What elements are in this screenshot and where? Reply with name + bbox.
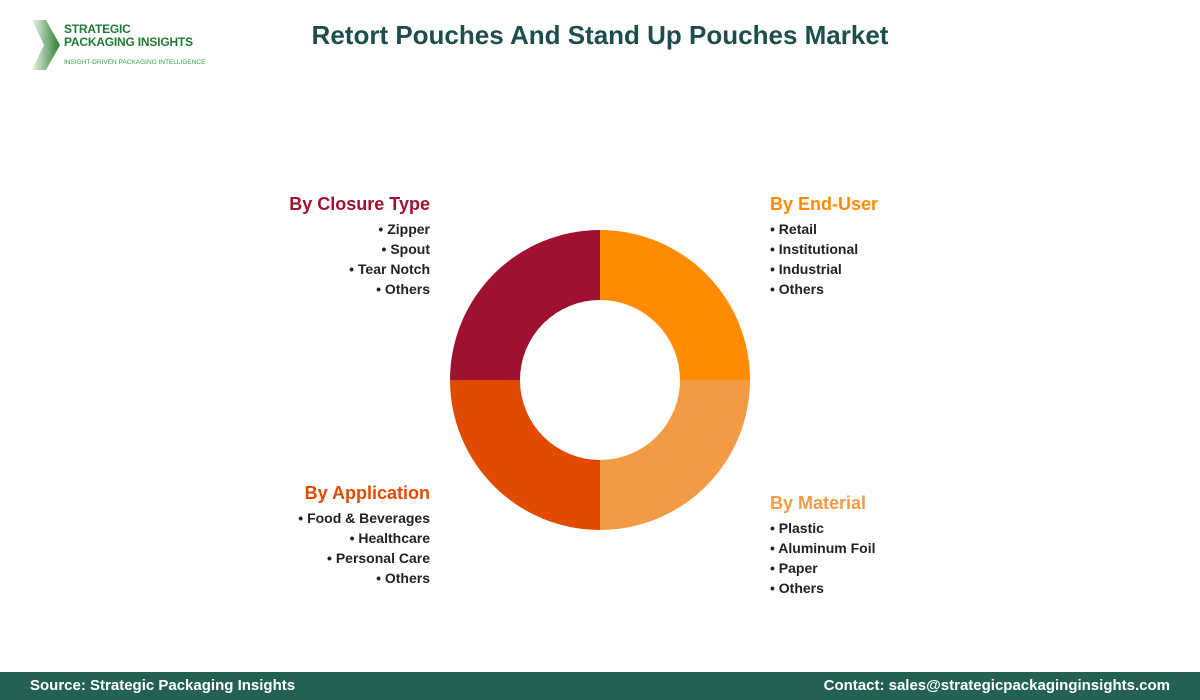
- logo: STRATEGIC PACKAGING INSIGHTS INSIGHT-DRIV…: [30, 18, 205, 73]
- list-item: Spout: [289, 239, 430, 259]
- segment-title: By End-User: [770, 194, 879, 214]
- list-item: Others: [770, 578, 876, 598]
- logo-tagline: INSIGHT-DRIVEN PACKAGING INTELLIGENCE: [64, 59, 206, 66]
- segment-material: [600, 380, 750, 530]
- list-item: Paper: [770, 558, 876, 578]
- list-item: Others: [770, 279, 878, 299]
- segment-closure-type-legend: By Closure Type Zipper Spout Tear Notch …: [289, 193, 430, 299]
- list-item: Others: [298, 568, 430, 588]
- donut-chart: [450, 230, 750, 530]
- segment-title: By Closure Type: [289, 194, 430, 214]
- segment-end-user: [600, 230, 750, 380]
- footer: Source: Strategic Packaging Insights Con…: [0, 672, 1200, 700]
- logo-text: STRATEGIC PACKAGING INSIGHTS: [64, 22, 193, 49]
- list-item: Tear Notch: [289, 259, 430, 279]
- segment-title: By Application: [304, 483, 430, 503]
- segment-title: By Material: [770, 493, 867, 513]
- list-item: Others: [289, 279, 430, 299]
- contact-text: Contact: sales@strategicpackaginginsight…: [823, 677, 1170, 694]
- segment-closure-type: [450, 230, 600, 380]
- list-item: Healthcare: [298, 528, 430, 548]
- segment-material-legend: By Material Plastic Aluminum Foil Paper …: [770, 492, 876, 598]
- chevron-logo-icon: [32, 20, 60, 70]
- list-item: Plastic: [770, 518, 876, 538]
- source-text: Source: Strategic Packaging Insights: [30, 677, 296, 694]
- list-item: Personal Care: [298, 548, 430, 568]
- list-item: Institutional: [770, 239, 878, 259]
- list-item: Zipper: [289, 219, 430, 239]
- list-item: Food & Beverages: [298, 508, 430, 528]
- segment-application-legend: By Application Food & Beverages Healthca…: [298, 482, 430, 588]
- list-item: Aluminum Foil: [770, 538, 875, 558]
- page-title: Retort Pouches And Stand Up Pouches Mark…: [311, 20, 889, 50]
- segment-application: [450, 380, 600, 530]
- list-item: Retail: [770, 219, 878, 239]
- list-item: Industrial: [770, 259, 878, 279]
- segment-end-user-legend: By End-User Retail Institutional Industr…: [770, 193, 878, 299]
